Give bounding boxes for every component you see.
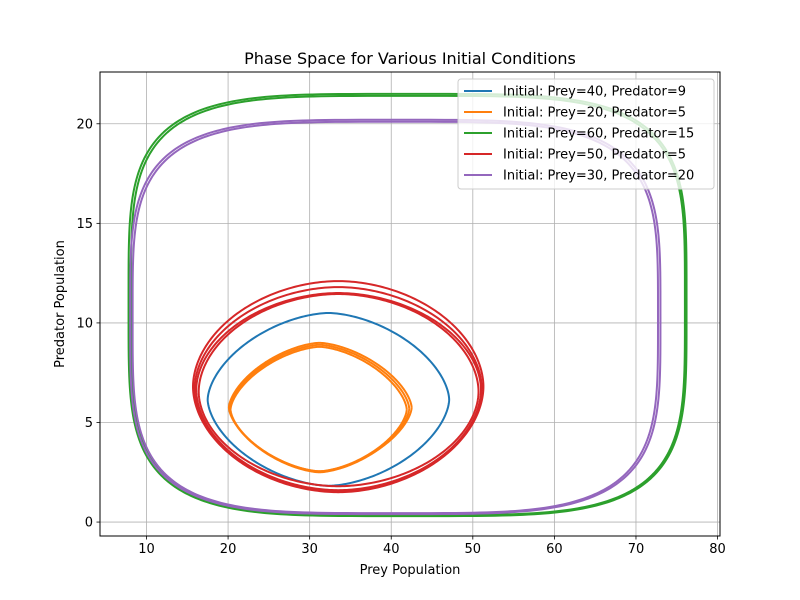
x-tick-label: 10 — [138, 542, 155, 557]
chart-title: Phase Space for Various Initial Conditio… — [244, 49, 576, 68]
y-axis-label: Predator Population — [53, 240, 68, 368]
legend-label-5: Initial: Prey=30, Predator=20 — [503, 169, 694, 184]
plot-frame — [99, 71, 721, 537]
legend: Initial: Prey=40, Predator=9 Initial: Pre… — [457, 78, 715, 190]
x-axis-label: Prey Population — [360, 563, 461, 578]
y-tick-label: 15 — [76, 217, 93, 232]
x-tick-label: 20 — [220, 542, 237, 557]
series-line-4 — [193, 286, 483, 493]
series-line-2 — [227, 341, 413, 473]
y-tick-label: 5 — [85, 416, 93, 431]
y-tick-label: 10 — [76, 316, 93, 331]
y-tick-label: 20 — [76, 117, 93, 132]
legend-label-1: Initial: Prey=40, Predator=9 — [503, 85, 686, 100]
y-tick-label: 0 — [85, 516, 93, 531]
x-tick-label: 60 — [546, 542, 563, 557]
x-tick-label: 70 — [628, 542, 645, 557]
x-tick-label: 30 — [301, 542, 318, 557]
legend-label-3: Initial: Prey=60, Predator=15 — [503, 127, 694, 142]
legend-label-4: Initial: Prey=50, Predator=5 — [503, 148, 686, 163]
axis-ticks: 10 20 30 40 50 60 70 80 0 5 10 15 20 — [76, 117, 725, 557]
series-line-1 — [206, 311, 451, 487]
x-tick-label: 80 — [709, 542, 726, 557]
legend-label-2: Initial: Prey=20, Predator=5 — [503, 106, 686, 121]
legend-box — [457, 78, 715, 190]
series-line-4 — [197, 293, 480, 488]
x-tick-label: 40 — [383, 542, 400, 557]
grid-lines — [100, 72, 720, 536]
x-tick-label: 50 — [465, 542, 482, 557]
